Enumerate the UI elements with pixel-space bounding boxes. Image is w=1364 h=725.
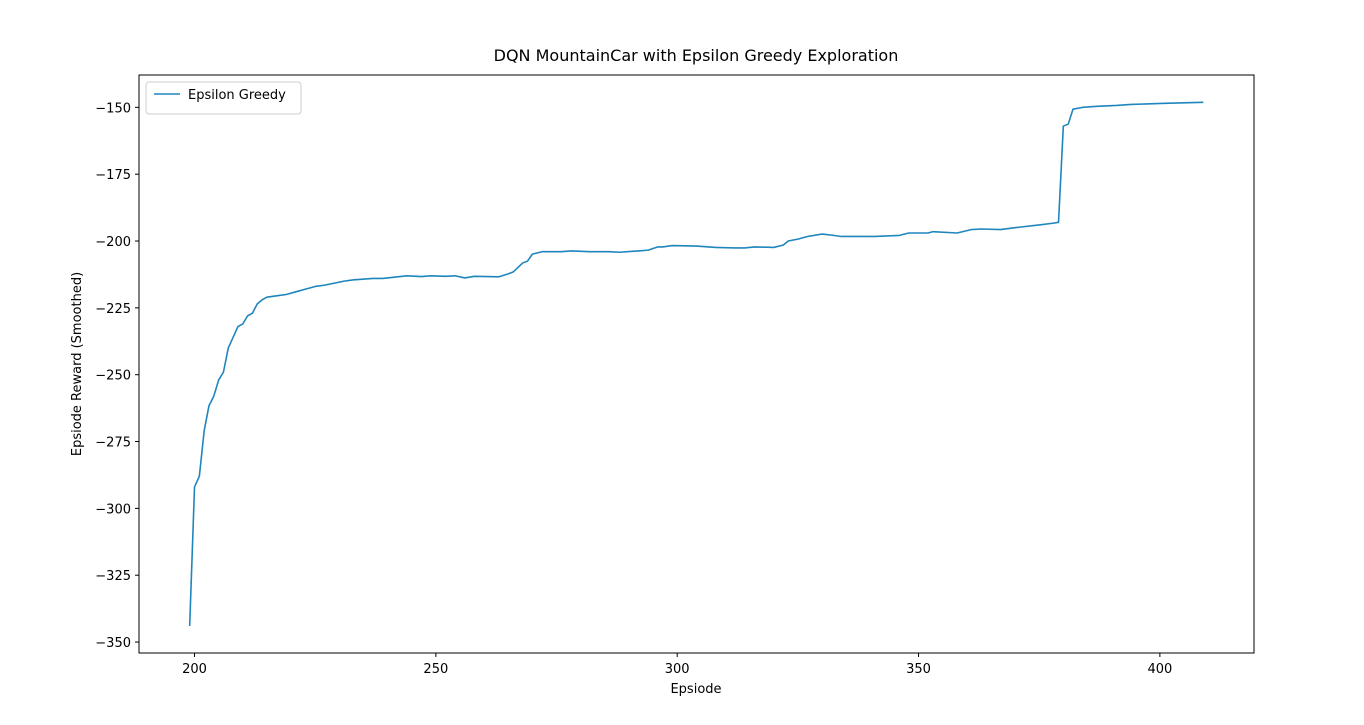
chart-title: DQN MountainCar with Epsilon Greedy Expl… xyxy=(494,46,899,65)
x-tick-label: 200 xyxy=(182,662,207,677)
y-tick-label: −325 xyxy=(95,569,131,584)
x-tick-label: 400 xyxy=(1147,662,1172,677)
plot-frame xyxy=(138,74,1255,654)
y-tick-label: −300 xyxy=(95,502,131,517)
y-tick-label: −275 xyxy=(95,436,131,451)
y-tick-label: −225 xyxy=(95,302,131,317)
y-axis-label: Epsiode Reward (Smoothed) xyxy=(70,272,85,456)
legend-label: Epsilon Greedy xyxy=(188,88,286,103)
y-tick-label: −175 xyxy=(95,168,131,183)
x-tick-label: 300 xyxy=(665,662,690,677)
y-tick-label: −350 xyxy=(95,636,131,651)
x-tick-label: 250 xyxy=(423,662,448,677)
series-line xyxy=(188,101,1204,627)
x-tick-label: 350 xyxy=(906,662,931,677)
y-tick-label: −150 xyxy=(95,101,131,116)
legend-box xyxy=(145,81,302,115)
y-tick-label: −250 xyxy=(95,369,131,384)
x-axis-label: Epsiode xyxy=(670,682,721,697)
y-tick-label: −200 xyxy=(95,235,131,250)
